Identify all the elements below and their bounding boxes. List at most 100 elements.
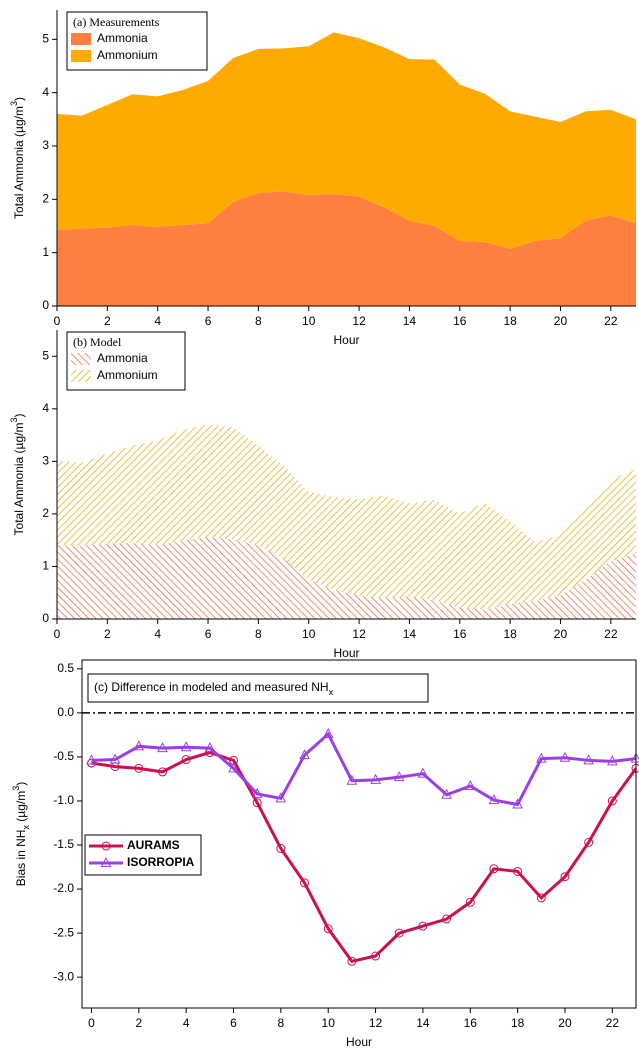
y-tick-label: 0: [42, 298, 49, 312]
x-tick-label: 2: [135, 1016, 142, 1030]
y-tick-label: 0.5: [57, 661, 74, 675]
chart-title-part: x: [329, 687, 334, 697]
x-tick-label: 10: [302, 314, 316, 328]
marker: [109, 753, 121, 764]
x-tick-label: 8: [255, 314, 262, 328]
legend-title: (b) Model: [73, 335, 122, 349]
x-tick-label: 0: [54, 627, 61, 641]
x-tick-label: 6: [230, 1016, 237, 1030]
marker: [229, 755, 239, 765]
x-tick-label: 8: [278, 1016, 285, 1030]
marker: [371, 951, 381, 961]
marker: [86, 754, 97, 765]
x-tick-label: 2: [104, 627, 111, 641]
x-tick-label: 4: [183, 1016, 190, 1030]
x-axis-label: Hour: [346, 1035, 372, 1049]
legend-swatch: [71, 353, 91, 365]
y-axis-label-part: Bias in NH: [14, 830, 28, 887]
marker: [417, 767, 429, 778]
x-tick-label: 4: [154, 627, 161, 641]
marker: [535, 752, 547, 763]
marker: [560, 872, 570, 882]
y-tick-label: 2: [42, 192, 49, 206]
marker: [393, 771, 405, 782]
x-tick-label: 18: [503, 627, 517, 641]
y-tick-label: 5: [42, 32, 49, 46]
legend-label: Ammonium: [97, 368, 158, 382]
x-tick-label: 22: [606, 1016, 620, 1030]
x-tick-label: 10: [302, 627, 316, 641]
marker: [299, 749, 310, 760]
x-tick-label: 12: [369, 1016, 383, 1030]
x-tick-label: 4: [154, 314, 161, 328]
y-axis-label-part: Total Ammonia (µg/m: [12, 106, 26, 219]
y-tick-label: 1: [42, 245, 49, 259]
y-tick-label: -0.5: [53, 749, 74, 763]
x-tick-label: 16: [453, 314, 467, 328]
marker: [488, 794, 500, 805]
x-axis-label: Hour: [333, 646, 359, 660]
y-tick-label: 0.0: [57, 705, 74, 719]
marker: [346, 774, 358, 785]
x-tick-label: 16: [464, 1016, 478, 1030]
x-tick-label: 18: [511, 1016, 525, 1030]
marker: [134, 763, 144, 773]
marker: [418, 921, 428, 931]
marker: [157, 742, 168, 753]
marker: [442, 914, 452, 924]
y-axis-label-part: (µg/m: [14, 791, 28, 825]
x-axis-label: Hour: [333, 333, 359, 347]
x-tick-label: 14: [403, 314, 417, 328]
area: [57, 537, 636, 619]
y-axis-label-part: x: [21, 825, 31, 830]
legend-swatch: [71, 50, 91, 62]
marker: [583, 754, 594, 765]
marker: [347, 956, 357, 966]
legend-title: (a) Measurements: [73, 15, 160, 29]
y-axis-label-part: 3: [9, 418, 19, 423]
y-axis-label-part: 3: [9, 101, 19, 106]
y-axis-label: Total Ammonia (µg/m3): [9, 414, 26, 536]
y-tick-label: -3.0: [53, 969, 74, 983]
x-tick-label: 12: [352, 627, 366, 641]
marker: [322, 727, 334, 739]
x-tick-label: 22: [604, 627, 618, 641]
y-tick-label: 4: [42, 401, 49, 415]
x-tick-label: 20: [558, 1016, 572, 1030]
x-tick-label: 16: [453, 627, 467, 641]
x-tick-label: 18: [503, 314, 517, 328]
marker: [606, 755, 618, 766]
x-tick-label: 12: [352, 314, 366, 328]
y-tick-label: 0: [42, 611, 49, 625]
marker: [607, 796, 617, 806]
chart-title: (c) Difference in modeled and measured N…: [94, 680, 334, 697]
marker: [512, 798, 523, 809]
y-axis-label: Total Ammonia (µg/m3): [9, 97, 26, 219]
marker: [536, 893, 546, 903]
marker: [252, 798, 262, 808]
marker: [276, 844, 286, 854]
chart-title-part: (c) Difference in modeled and measured N…: [94, 680, 329, 694]
legend-label: Ammonia: [97, 31, 148, 45]
x-tick-label: 0: [54, 314, 61, 328]
legend-swatch: [71, 370, 91, 382]
area: [57, 424, 636, 610]
marker: [370, 773, 381, 784]
area: [57, 191, 636, 306]
x-tick-label: 20: [554, 314, 568, 328]
y-axis-label-part: 3: [11, 786, 21, 791]
y-axis-label-part: ): [12, 414, 26, 418]
y-tick-label: -1.0: [53, 793, 74, 807]
x-tick-label: 6: [205, 314, 212, 328]
marker: [157, 767, 167, 777]
legend-label: Ammonia: [97, 351, 148, 365]
legend-swatch: [71, 33, 91, 45]
y-tick-label: 1: [42, 559, 49, 573]
x-tick-label: 6: [205, 627, 212, 641]
x-tick-label: 10: [322, 1016, 336, 1030]
line: [91, 731, 637, 807]
y-axis-label-part: ): [12, 97, 26, 101]
marker: [394, 928, 404, 938]
x-tick-label: 0: [88, 1016, 95, 1030]
